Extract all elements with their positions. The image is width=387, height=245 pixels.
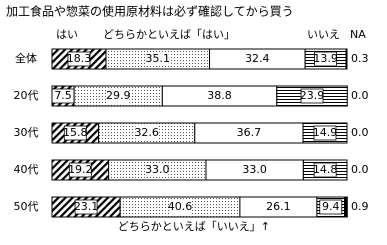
label-box bbox=[313, 162, 337, 178]
legend-label: どちらかといえば「はい」 bbox=[103, 28, 235, 41]
label-box bbox=[74, 199, 98, 215]
label-box bbox=[313, 125, 337, 141]
value-label: 23.1 bbox=[74, 200, 99, 213]
value-label: 0.0 bbox=[351, 89, 369, 102]
value-label: 32.4 bbox=[245, 52, 270, 65]
category-label: 40代 bbox=[14, 163, 39, 176]
value-label: 0.0 bbox=[351, 163, 369, 176]
value-label: 0.3 bbox=[351, 52, 369, 65]
value-label: 14.8 bbox=[313, 163, 338, 176]
category-label: 50代 bbox=[14, 200, 39, 213]
label-box bbox=[169, 200, 192, 214]
label-box bbox=[107, 89, 130, 103]
value-label: 0.0 bbox=[351, 126, 369, 139]
value-label: 35.1 bbox=[146, 52, 171, 65]
value-label: 33.0 bbox=[145, 163, 170, 176]
legend-label: いいえ bbox=[307, 28, 340, 41]
label-box bbox=[135, 126, 158, 140]
category-label: 30代 bbox=[14, 126, 39, 139]
value-label: 19.2 bbox=[68, 163, 93, 176]
label-box bbox=[319, 199, 343, 215]
label-box bbox=[300, 88, 324, 104]
legend-label: どちらかといえば「いいえ」↑ bbox=[118, 220, 270, 233]
bar-segment bbox=[345, 48, 348, 70]
value-label: 26.1 bbox=[266, 200, 291, 213]
value-label: 0.9 bbox=[351, 200, 369, 213]
value-label: 9.4 bbox=[322, 200, 340, 213]
legend-label: はい bbox=[56, 28, 78, 41]
value-label: 36.7 bbox=[237, 126, 262, 139]
value-label: 29.9 bbox=[106, 89, 131, 102]
value-label: 18.3 bbox=[67, 52, 92, 65]
value-label: 33.0 bbox=[242, 163, 267, 176]
label-box bbox=[314, 51, 338, 67]
label-box bbox=[63, 125, 87, 141]
value-label: 14.9 bbox=[313, 126, 338, 139]
category-label: 全体 bbox=[15, 51, 37, 65]
label-box bbox=[146, 52, 169, 66]
category-label: 20代 bbox=[14, 89, 39, 102]
value-label: 13.9 bbox=[313, 52, 338, 65]
label-box bbox=[68, 162, 92, 178]
chart-title: 加工食品や惣菜の使用原材料は必ず確認してから買う bbox=[6, 4, 294, 19]
legend-label: NA bbox=[350, 28, 366, 41]
value-label: 7.5 bbox=[54, 89, 72, 102]
label-box bbox=[67, 51, 91, 67]
bar-segment bbox=[344, 196, 348, 218]
value-label: 32.6 bbox=[134, 126, 159, 139]
label-box bbox=[146, 163, 169, 177]
value-label: 15.8 bbox=[63, 126, 88, 139]
value-label: 23.9 bbox=[300, 89, 325, 102]
value-label: 40.6 bbox=[168, 200, 193, 213]
value-label: 38.8 bbox=[207, 89, 232, 102]
